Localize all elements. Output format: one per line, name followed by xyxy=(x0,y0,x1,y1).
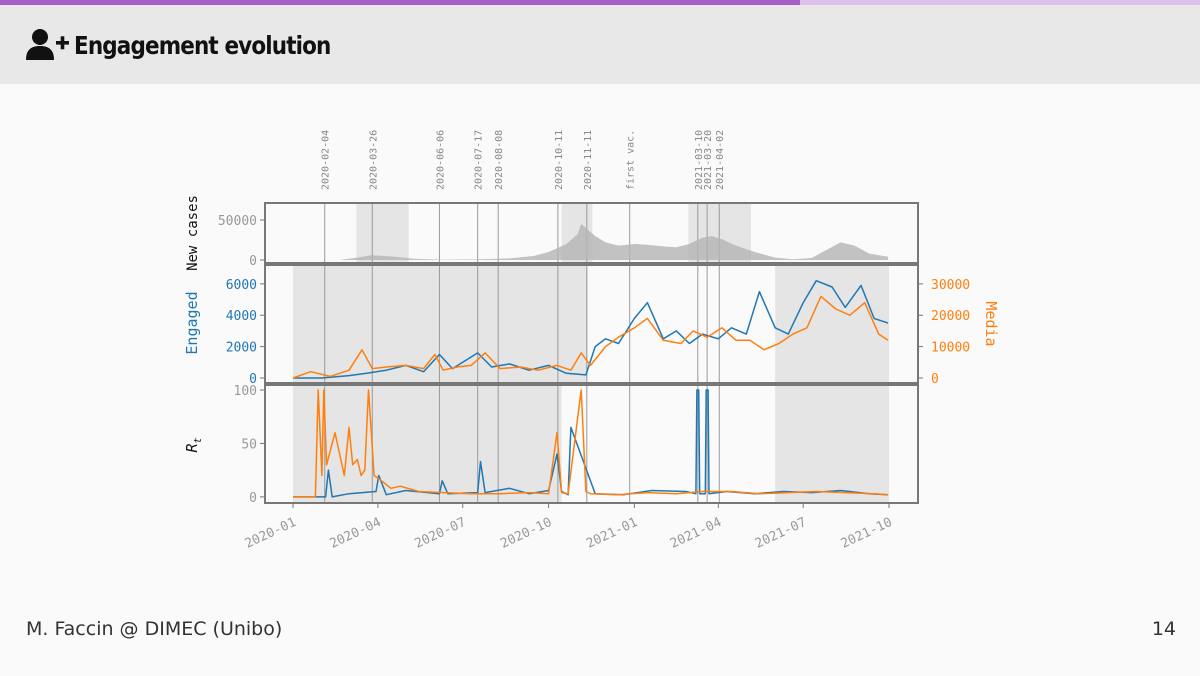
y-tick-label: 0 xyxy=(249,491,257,506)
y-tick-label: 0 xyxy=(249,372,257,387)
y-tick-label: 100 xyxy=(234,384,257,399)
x-tick-label: 2021-10 xyxy=(839,515,895,552)
event-label: first vac. xyxy=(626,130,637,190)
shaded-period xyxy=(356,203,409,263)
x-tick-label: 2021-07 xyxy=(753,515,809,552)
y-tick-label: 0 xyxy=(249,254,257,269)
panel-engaged_media: 0 2000 4000 6000 0 10000 20000 30000 xyxy=(226,264,970,387)
footer-author: M. Faccin @ DIMEC (Unibo) xyxy=(26,618,283,640)
event-label: 2020-02-04 xyxy=(321,130,332,190)
shaded-period xyxy=(775,265,889,383)
y2-tick-label: 30000 xyxy=(931,278,970,293)
panel-new_cases: 0 50000 xyxy=(218,202,919,269)
slide-title-text: Engagement evolution xyxy=(74,30,331,60)
x-tick-label: 2021-01 xyxy=(584,515,640,552)
y2-tick-label: 10000 xyxy=(931,341,970,356)
series-line-engaged-rt xyxy=(293,389,889,498)
x-tick-label: 2020-04 xyxy=(328,515,384,552)
shaded-period xyxy=(775,385,889,503)
event-label: 2020-06-06 xyxy=(435,130,446,190)
event-label: 2021-03-20 xyxy=(703,130,714,190)
event-label: 2021-03-10 xyxy=(694,130,705,190)
page-number: 14 xyxy=(1151,618,1176,640)
panel-frame xyxy=(264,384,919,504)
event-label: 2020-07-17 xyxy=(474,130,485,190)
y-tick-label: 2000 xyxy=(226,341,257,356)
series-line-media-engaged_media xyxy=(292,295,889,379)
event-label: 2020-11-11 xyxy=(583,130,594,190)
x-tick-label: 2020-01 xyxy=(243,515,299,552)
y2-tick-label: 20000 xyxy=(931,309,970,324)
y-axis-label-media: Media xyxy=(982,301,1000,346)
y2-tick-label: 0 xyxy=(931,372,939,387)
panel-frame xyxy=(264,264,919,384)
y-tick-label: 4000 xyxy=(226,309,257,324)
y-tick-label: 50000 xyxy=(218,214,257,229)
y-tick-label: 50 xyxy=(241,437,257,452)
event-label: 2020-10-11 xyxy=(554,130,565,190)
panel-rt: 0 50 100 xyxy=(234,384,919,506)
rt-subscript: t xyxy=(193,437,204,443)
y-axis-label-new-cases: New cases xyxy=(185,195,201,271)
y-tick-label: 6000 xyxy=(226,278,257,293)
x-tick-label: 2021-04 xyxy=(668,515,724,552)
x-tick-label: 2020-10 xyxy=(498,515,554,552)
series-line-media-rt xyxy=(293,389,889,498)
event-label: 2021-04-02 xyxy=(715,130,726,190)
event-label: 2020-08-08 xyxy=(494,130,505,190)
x-tick-label: 2020-07 xyxy=(412,515,468,552)
slide-header xyxy=(0,5,1200,84)
event-label: 2020-03-26 xyxy=(368,130,379,190)
series-area-new_cases xyxy=(293,224,889,260)
shaded-period xyxy=(293,385,562,503)
slide-progress-bar xyxy=(0,0,801,5)
y-axis-label-rt: Rt xyxy=(183,437,204,452)
series-line-engaged-engaged_media xyxy=(293,279,889,379)
y-axis-label-engaged: Engaged xyxy=(183,291,201,354)
slide-title: Engagement evolution xyxy=(26,25,372,65)
rt-symbol: R xyxy=(183,444,201,453)
panel-frame xyxy=(264,202,919,264)
user-plus-icon xyxy=(26,29,69,60)
